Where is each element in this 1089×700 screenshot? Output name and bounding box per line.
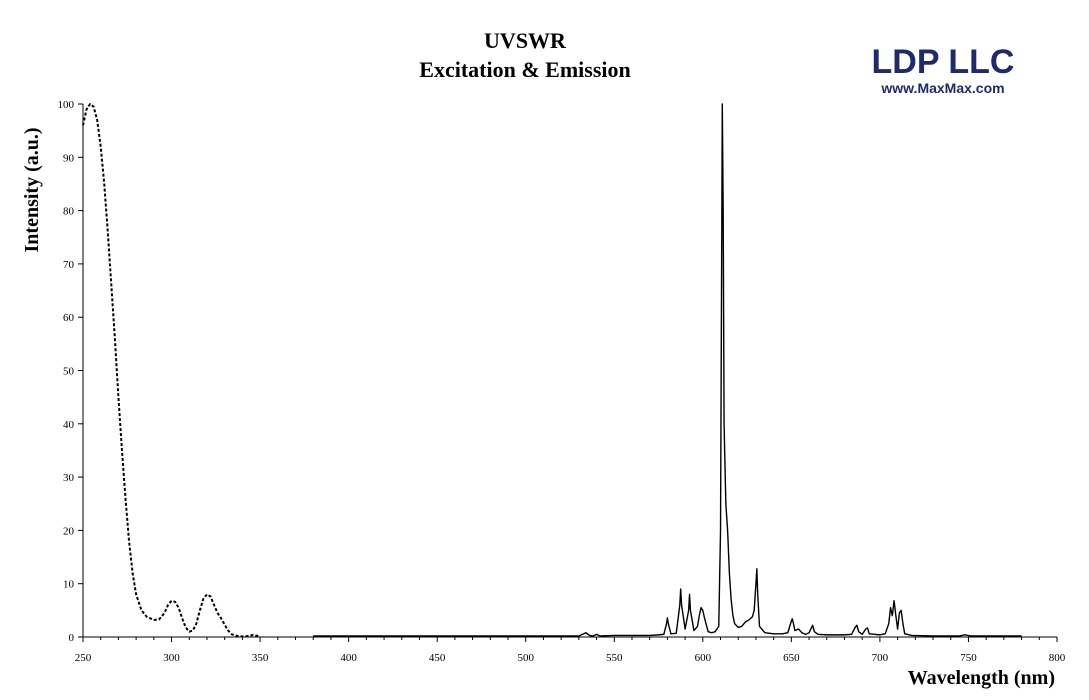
y-tick-label: 70	[63, 259, 75, 271]
tick-labels: 0 10 20 30 40 50 60 70 80 90 100 250 300 350 400 450 500…	[58, 99, 1066, 664]
x-tick-label: 700	[872, 652, 889, 664]
chart-title: UVSWR	[484, 28, 567, 53]
y-tick-label: 50	[63, 366, 75, 378]
x-tick-label: 600	[695, 652, 712, 664]
brand-logo-url: www.MaxMax.com	[880, 80, 1004, 96]
brand-logo-name: LDP LLC	[872, 43, 1015, 81]
y-tick-label: 20	[63, 525, 75, 537]
y-tick-label: 0	[69, 632, 75, 644]
x-tick-label: 800	[1049, 652, 1066, 664]
emission-series-line	[313, 103, 1022, 637]
x-tick-label: 250	[75, 652, 92, 664]
x-tick-label: 300	[163, 652, 180, 664]
y-axis-title: Intensity (a.u.)	[21, 127, 43, 252]
y-tick-label: 30	[63, 472, 75, 484]
x-tick-label: 550	[606, 652, 623, 664]
excitation-series-line	[82, 103, 261, 638]
chart-subtitle: Excitation & Emission	[419, 57, 630, 82]
axes	[78, 103, 1058, 642]
y-tick-label: 60	[63, 312, 75, 324]
y-tick-label: 80	[63, 206, 75, 218]
plot-area	[82, 103, 1022, 638]
x-tick-label: 750	[960, 652, 977, 664]
x-tick-label: 350	[252, 652, 269, 664]
y-tick-label: 100	[58, 99, 75, 111]
y-tick-label: 40	[63, 419, 75, 431]
x-tick-label: 450	[429, 652, 446, 664]
x-axis-title: Wavelength (nm)	[908, 667, 1055, 689]
x-tick-label: 650	[783, 652, 800, 664]
y-tick-label: 90	[63, 152, 75, 164]
x-tick-label: 500	[517, 652, 534, 664]
x-tick-label: 400	[340, 652, 357, 664]
y-tick-label: 10	[63, 579, 75, 591]
